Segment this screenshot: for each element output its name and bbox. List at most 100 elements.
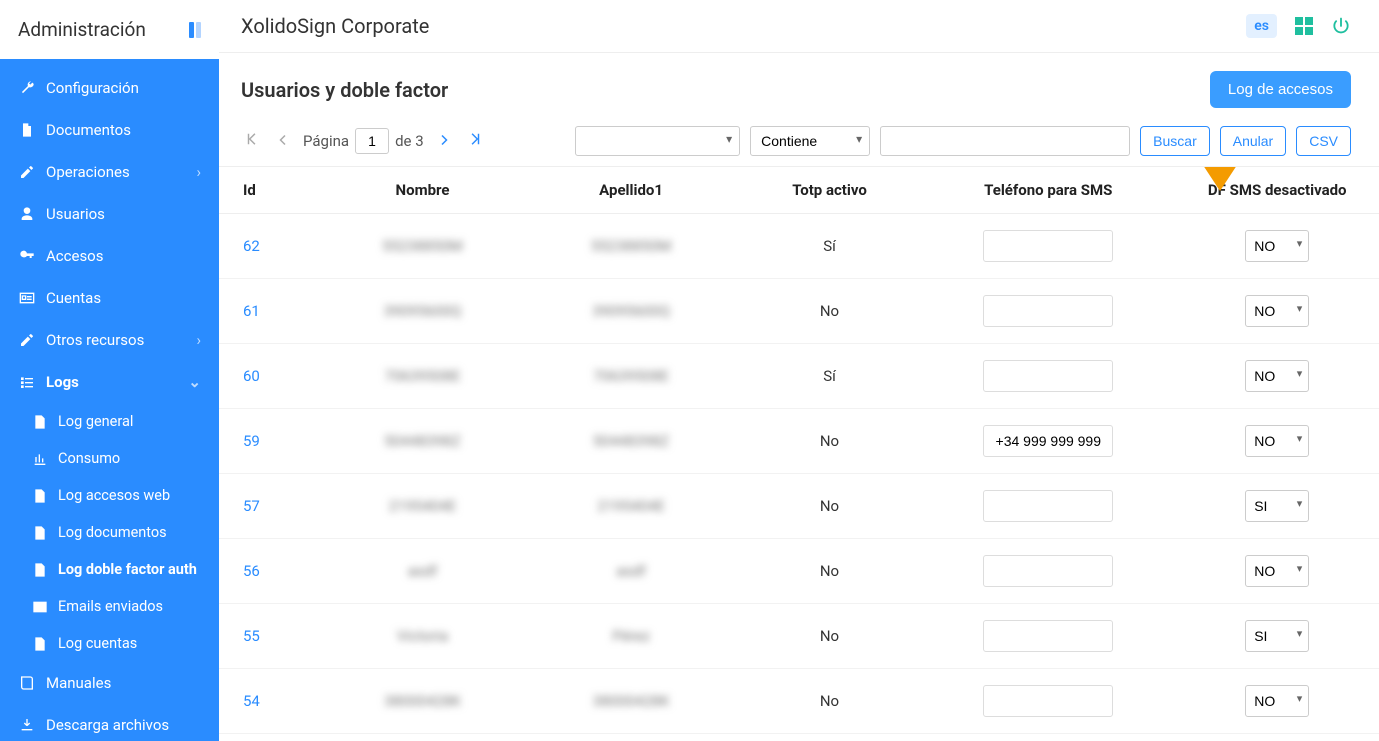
id-link[interactable]: 57 <box>243 497 260 515</box>
totp-value: No <box>820 562 839 580</box>
telefono-input[interactable] <box>983 360 1113 392</box>
power-icon[interactable] <box>1331 16 1351 36</box>
edit-icon <box>18 164 36 180</box>
sidebar-item-logs[interactable]: Logs⌄ <box>0 361 219 403</box>
col-telefono[interactable]: Teléfono para SMS <box>921 167 1175 214</box>
df-select[interactable]: NOSI <box>1245 295 1309 327</box>
sidebar-subitem-log-doble-factor-auth[interactable]: Log doble factor auth <box>0 551 219 588</box>
pager-next-icon[interactable] <box>434 129 454 154</box>
apps-grid-icon[interactable] <box>1295 17 1313 35</box>
df-select[interactable]: NOSI <box>1245 685 1309 717</box>
pager-last-icon[interactable] <box>464 128 486 154</box>
page-title: Usuarios y doble factor <box>241 78 448 102</box>
clear-button[interactable]: Anular <box>1220 126 1286 156</box>
id-link[interactable]: 55 <box>243 627 260 645</box>
totp-value: Sí <box>823 237 836 255</box>
sidebar-subitem-log-documentos[interactable]: Log documentos <box>0 514 219 551</box>
telefono-input[interactable] <box>983 685 1113 717</box>
id-link[interactable]: 54 <box>243 692 260 710</box>
col-nombre[interactable]: Nombre <box>321 167 525 214</box>
df-select[interactable]: NOSI <box>1245 555 1309 587</box>
sidebar-subitem-label: Consumo <box>58 450 120 467</box>
sidebar-item-label: Configuración <box>46 79 139 97</box>
apellido-value: 39095600Q <box>592 302 670 320</box>
table-wrap: Id Nombre Apellido1 Totp activo Teléfono… <box>219 167 1379 741</box>
file-alt-icon <box>32 525 48 541</box>
sidebar-subitem-log-general[interactable]: Log general <box>0 403 219 440</box>
sidebar-item-otros-recursos[interactable]: Otros recursos › <box>0 319 219 361</box>
id-link[interactable]: 61 <box>243 302 260 320</box>
table-row: 6070639508E70639508ESíNOSI <box>219 344 1379 409</box>
search-button[interactable]: Buscar <box>1140 126 1210 156</box>
file-alt-icon <box>32 488 48 504</box>
sidebar-subitem-consumo[interactable]: Consumo <box>0 440 219 477</box>
sidebar-subitem-label: Log documentos <box>58 524 167 541</box>
sidebar-item-label: Accesos <box>46 247 103 265</box>
sidebar-subitem-log-cuentas[interactable]: Log cuentas <box>0 625 219 662</box>
df-select[interactable]: NOSI <box>1245 425 1309 457</box>
sidebar-item-label: Operaciones <box>46 163 130 181</box>
telefono-input[interactable] <box>983 425 1113 457</box>
file-icon <box>18 122 36 138</box>
sidebar-subitem-emails-enviados[interactable]: Emails enviados <box>0 588 219 625</box>
pager-label: Página de 3 <box>303 128 424 154</box>
sidebar-item-manuales[interactable]: Manuales <box>0 662 219 704</box>
sidebar-subitem-log-accesos-web[interactable]: Log accesos web <box>0 477 219 514</box>
id-link[interactable]: 62 <box>243 237 260 255</box>
filter-value-input[interactable] <box>880 126 1130 156</box>
id-link[interactable]: 59 <box>243 432 260 450</box>
sidebar-item-label: Otros recursos <box>46 331 144 349</box>
chevron-right-icon: › <box>196 331 201 349</box>
telefono-input[interactable] <box>983 555 1113 587</box>
apellido-value: 55238850M <box>591 237 672 255</box>
chevron-down-icon: ⌄ <box>188 373 201 391</box>
wrench-icon <box>18 80 36 96</box>
nombre-value: Victoria <box>397 627 448 645</box>
nombre-value: 2195404E <box>389 497 457 515</box>
sidebar-item-usuarios[interactable]: Usuarios <box>0 193 219 235</box>
df-select[interactable]: NOSI <box>1245 620 1309 652</box>
product-title: XolidoSign Corporate <box>241 14 429 38</box>
sidebar-item-label: Manuales <box>46 674 111 692</box>
sidebar-item-label: Usuarios <box>46 205 105 223</box>
nombre-value: 70639508E <box>385 367 461 385</box>
telefono-input[interactable] <box>983 230 1113 262</box>
log-accesos-button[interactable]: Log de accesos <box>1210 71 1351 108</box>
filter-operator-select[interactable]: Contiene <box>750 126 870 156</box>
sidebar-item-operaciones[interactable]: Operaciones› <box>0 151 219 193</box>
col-totp[interactable]: Totp activo <box>738 167 921 214</box>
sidebar-subitem-label: Log doble factor auth <box>58 561 197 578</box>
df-select[interactable]: NOSI <box>1245 490 1309 522</box>
totp-value: Sí <box>823 367 836 385</box>
sidebar-item-cuentas[interactable]: Cuentas <box>0 277 219 319</box>
df-select[interactable]: NOSI <box>1245 360 1309 392</box>
col-apellido[interactable]: Apellido1 <box>524 167 738 214</box>
telefono-input[interactable] <box>983 295 1113 327</box>
csv-button[interactable]: CSV <box>1296 126 1351 156</box>
pager-first-icon[interactable] <box>241 128 263 154</box>
df-select[interactable]: NOSI <box>1245 230 1309 262</box>
sidebar-item-accesos[interactable]: Accesos <box>0 235 219 277</box>
pager-page-input[interactable] <box>355 128 389 154</box>
book-icon <box>18 675 36 691</box>
sidebar-toggle-icon[interactable] <box>189 22 201 38</box>
lang-badge[interactable]: es <box>1246 14 1277 38</box>
pager-prev-icon[interactable] <box>273 129 293 154</box>
telefono-input[interactable] <box>983 490 1113 522</box>
id-card-icon <box>18 290 36 306</box>
sidebar-item-documentos[interactable]: Documentos <box>0 109 219 151</box>
filter-field-select[interactable] <box>575 126 740 156</box>
sidebar-item-descarga-archivos[interactable]: Descarga archivos <box>0 704 219 741</box>
col-df[interactable]: DF SMS desactivado <box>1175 167 1379 214</box>
sidebar-subitem-label: Emails enviados <box>58 598 163 615</box>
id-link[interactable]: 56 <box>243 562 260 580</box>
pager-label-post: de 3 <box>395 132 424 150</box>
telefono-input[interactable] <box>983 620 1113 652</box>
table-row: 572195404E2195404ENoNOSI <box>219 474 1379 539</box>
id-link[interactable]: 60 <box>243 367 260 385</box>
col-id[interactable]: Id <box>219 167 321 214</box>
sidebar-item-configuración[interactable]: Configuración <box>0 67 219 109</box>
apellido-value: 38000428K <box>593 692 670 710</box>
totp-value: No <box>820 497 839 515</box>
chart-icon <box>32 451 48 467</box>
